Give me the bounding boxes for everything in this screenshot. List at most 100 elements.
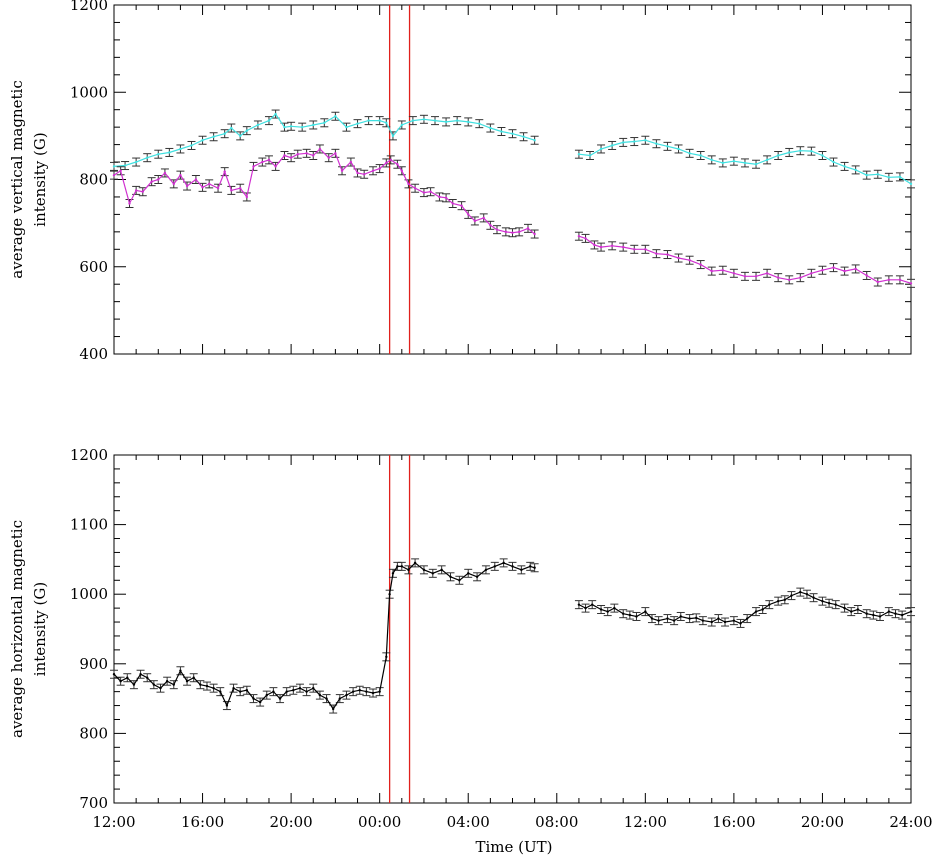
data-point <box>865 612 868 615</box>
data-point <box>165 680 169 683</box>
data-point <box>185 184 189 188</box>
data-point <box>633 248 636 251</box>
data-point <box>422 191 426 194</box>
data-point <box>484 568 488 572</box>
data-point <box>517 230 521 234</box>
data-point <box>887 176 891 179</box>
data-point <box>666 145 669 148</box>
data-point <box>701 619 705 622</box>
data-point <box>192 676 195 679</box>
data-point <box>799 149 802 152</box>
data-point <box>112 165 116 168</box>
data-point <box>134 160 138 164</box>
data-point <box>338 697 342 700</box>
data-point <box>529 565 532 568</box>
y-tick-label: 1200 <box>70 446 108 464</box>
data-point <box>358 689 361 692</box>
data-point <box>533 139 536 142</box>
data-point <box>754 610 758 613</box>
data-point <box>467 120 470 124</box>
x-tick-label: 20:00 <box>801 813 844 831</box>
data-point <box>655 142 658 145</box>
data-point <box>854 168 857 172</box>
data-point <box>238 187 242 190</box>
data-point <box>152 683 156 686</box>
data-point <box>150 180 153 183</box>
data-point <box>312 154 315 157</box>
data-point <box>194 178 198 181</box>
data-point <box>400 565 404 568</box>
y-axis-title: intensity (G) <box>31 132 49 226</box>
data-point <box>621 141 625 144</box>
data-point <box>312 123 315 127</box>
data-point <box>672 619 676 622</box>
data-point <box>199 683 202 686</box>
data-point <box>207 182 211 186</box>
data-point <box>805 593 809 596</box>
data-point <box>325 697 328 700</box>
data-point <box>252 165 255 168</box>
data-point <box>500 130 503 133</box>
data-point <box>449 575 452 578</box>
data-point <box>298 686 302 690</box>
data-point <box>305 690 308 693</box>
data-point <box>438 195 441 199</box>
data-point <box>362 173 366 176</box>
data-point <box>245 195 249 199</box>
data-point <box>356 171 359 175</box>
x-tick-label: 16:00 <box>712 813 755 831</box>
data-point <box>444 120 448 124</box>
data-point <box>283 154 286 157</box>
data-point <box>157 178 160 181</box>
data-point <box>783 598 787 601</box>
data-point <box>388 593 391 596</box>
data-point <box>821 599 824 603</box>
data-point <box>396 163 399 166</box>
data-point <box>467 572 470 575</box>
data-point <box>812 596 815 599</box>
data-point <box>765 158 769 162</box>
data-point <box>878 615 882 618</box>
data-point <box>876 173 879 176</box>
data-point <box>201 139 204 142</box>
data-point <box>788 151 791 154</box>
data-point <box>141 190 144 193</box>
y-axis-title: average vertical magnetic <box>8 80 26 278</box>
data-point <box>285 690 288 693</box>
data-point <box>610 244 614 248</box>
data-point <box>371 169 375 172</box>
data-point <box>378 690 381 693</box>
data-point <box>440 568 443 572</box>
data-point <box>391 572 395 575</box>
y-axis-title: intensity (G) <box>31 582 49 676</box>
data-point <box>185 680 189 683</box>
data-point <box>365 690 368 693</box>
data-point <box>265 693 268 697</box>
data-point <box>230 189 233 192</box>
data-point <box>172 683 175 686</box>
data-point <box>599 245 603 249</box>
data-point <box>232 686 235 690</box>
data-point <box>451 202 454 205</box>
data-point <box>821 269 824 272</box>
data-point <box>776 276 780 279</box>
y-tick-label: 1000 <box>70 585 108 603</box>
data-point <box>139 673 142 676</box>
data-point <box>219 690 222 693</box>
y-tick-label: 800 <box>79 724 108 742</box>
data-point <box>843 165 846 168</box>
data-point <box>688 152 691 155</box>
data-point <box>887 278 891 282</box>
data-point <box>378 119 381 122</box>
data-point <box>225 704 229 707</box>
data-point <box>688 617 691 620</box>
y-tick-label: 400 <box>79 345 108 363</box>
data-point <box>610 144 614 147</box>
data-point <box>887 610 891 613</box>
data-point <box>146 676 149 679</box>
data-point <box>894 612 897 615</box>
data-point <box>267 119 271 122</box>
data-point <box>163 171 167 175</box>
data-point <box>776 154 780 157</box>
x-tick-label: 12:00 <box>92 813 135 831</box>
